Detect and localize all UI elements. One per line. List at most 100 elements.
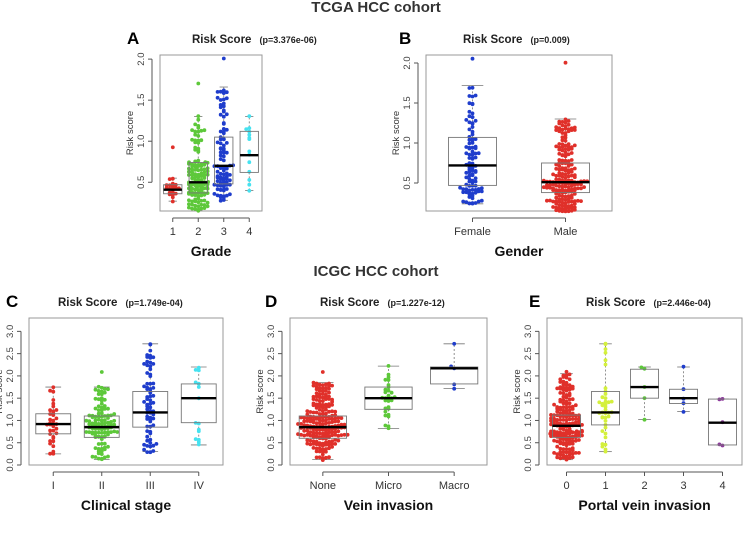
data-point: [563, 120, 568, 125]
data-point: [467, 141, 472, 146]
data-point: [196, 194, 201, 199]
data-point: [717, 442, 722, 447]
data-point: [600, 415, 605, 420]
data-point: [51, 418, 56, 423]
data-point: [106, 430, 110, 434]
data-point: [470, 168, 475, 173]
data-point: [567, 456, 572, 460]
data-point: [320, 392, 325, 396]
data-point: [199, 178, 204, 182]
data-point: [324, 389, 328, 393]
data-point: [554, 199, 559, 204]
data-point: [154, 442, 159, 446]
data-point: [452, 341, 457, 346]
data-point: [221, 121, 226, 125]
data-point: [221, 172, 226, 177]
data-point: [199, 162, 204, 167]
data-point: [563, 131, 568, 135]
series-A-2: [187, 81, 211, 213]
data-point: [87, 430, 92, 434]
data-point: [566, 119, 571, 123]
data-point: [560, 131, 565, 135]
data-point: [467, 138, 472, 142]
data-point: [221, 88, 226, 93]
data-point: [327, 394, 331, 399]
data-point: [609, 399, 614, 404]
data-point: [566, 159, 571, 163]
data-point: [196, 134, 201, 138]
box: [448, 136, 497, 186]
data-point: [569, 151, 574, 155]
data-point: [324, 402, 328, 407]
data-point: [48, 439, 52, 443]
data-point: [554, 188, 559, 192]
data-point: [305, 412, 310, 417]
data-point: [339, 433, 344, 437]
x-tick-label-C: IV: [194, 480, 205, 492]
data-point: [170, 176, 175, 181]
data-point: [389, 390, 394, 395]
y-tick-label-E: 1.5: [523, 392, 534, 405]
data-point: [106, 413, 110, 418]
data-point: [196, 385, 201, 389]
data-point: [145, 402, 150, 407]
data-point: [569, 145, 574, 150]
data-point: [99, 385, 104, 390]
data-point: [467, 114, 472, 119]
data-point: [470, 201, 475, 206]
data-point: [320, 412, 325, 416]
data-point: [555, 405, 560, 409]
y-tick-label-D: 2.0: [266, 369, 277, 382]
data-point: [320, 395, 325, 400]
data-point: [190, 173, 195, 177]
data-point: [573, 451, 578, 455]
x-tick-label-D: Micro: [375, 480, 402, 492]
x-tick-label-C: III: [146, 480, 155, 492]
data-point: [563, 194, 568, 199]
data-point: [320, 386, 325, 391]
data-point: [54, 426, 59, 431]
series-C-III: [132, 342, 169, 455]
data-point: [148, 367, 153, 372]
data-point: [563, 153, 568, 158]
data-point: [311, 446, 316, 450]
data-point: [561, 453, 566, 458]
data-point: [218, 187, 223, 192]
data-point: [54, 416, 59, 421]
panel-letter-C: C: [6, 292, 18, 311]
data-point: [557, 206, 562, 211]
data-point: [554, 177, 559, 182]
data-point: [470, 188, 475, 192]
data-point: [311, 418, 316, 422]
data-point: [87, 422, 92, 426]
data-point: [317, 395, 322, 400]
data-point: [339, 416, 344, 420]
data-point: [314, 431, 319, 435]
data-point: [551, 205, 555, 209]
data-point: [212, 192, 217, 196]
data-point: [99, 452, 104, 456]
data-point: [142, 447, 147, 452]
data-point: [99, 392, 104, 397]
data-point: [476, 199, 481, 204]
data-point: [196, 200, 201, 205]
data-point: [573, 403, 578, 408]
panel-C: C Risk Score (p=1.749e-04) 0.0 0.5 1.0 1.5 2.0 2…: [0, 292, 224, 513]
data-point: [193, 191, 198, 196]
data-point: [458, 185, 462, 190]
data-point: [193, 197, 198, 202]
data-point: [193, 129, 198, 134]
data-point: [567, 377, 572, 382]
data-point: [215, 90, 220, 94]
data-point: [311, 430, 316, 435]
data-point: [554, 125, 559, 130]
data-point: [570, 417, 575, 421]
y-tick-label-A: 1.0: [136, 135, 147, 148]
data-point: [600, 401, 605, 406]
data-point: [145, 395, 150, 399]
y-tick-label-E: 2.5: [523, 347, 534, 360]
panel-B: B Risk Score (p=0.009) 0.5 1.0 1.5 2.0 Risk sco…: [391, 29, 613, 259]
data-point: [48, 408, 52, 413]
data-point: [603, 347, 608, 351]
plot-frame-E: [546, 317, 743, 466]
